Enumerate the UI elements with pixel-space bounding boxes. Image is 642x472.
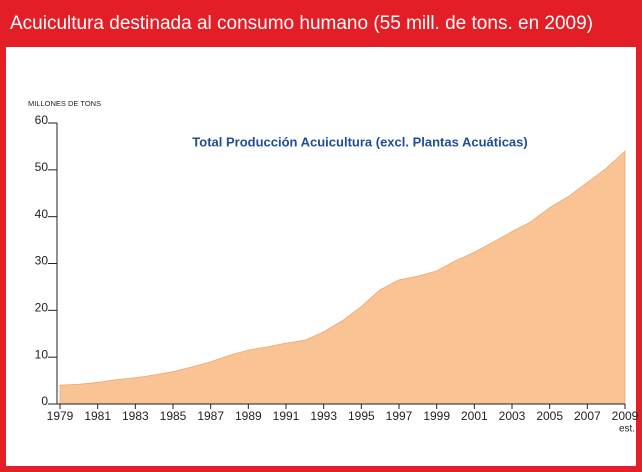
x-tick-label: 1993: [310, 409, 337, 423]
x-tick-label: 1979: [47, 409, 74, 423]
x-tick-label: 1999: [423, 409, 450, 423]
annotation: est.: [619, 424, 635, 435]
x-tick-label: 1989: [235, 409, 262, 423]
x-tick-label: 2007: [574, 409, 601, 423]
x-tick-label: 1997: [386, 409, 413, 423]
y-tick-label: 40: [35, 207, 49, 221]
y-tick-label: 20: [35, 301, 49, 315]
x-tick-label: 2005: [536, 409, 563, 423]
chart-title: Total Producción Acuicultura (excl. Plan…: [192, 134, 527, 149]
x-tick-label: 1987: [197, 409, 224, 423]
y-axis-label: MILLONES DE TONS: [28, 99, 101, 108]
y-tick-label: 10: [35, 347, 49, 361]
y-tick-label: 30: [35, 254, 49, 268]
y-tick-label: 50: [35, 160, 49, 174]
x-tick-label: 2009: [612, 409, 639, 423]
x-tick-label: 2003: [499, 409, 526, 423]
y-tick-label: 60: [35, 113, 49, 127]
y-tick-label: 0: [41, 394, 48, 408]
area: [59, 150, 626, 405]
x-tick-label: 1983: [122, 409, 149, 423]
x-tick-label: 1995: [348, 409, 375, 423]
x-tick-label: 1991: [273, 409, 300, 423]
x-tick-label: 2001: [461, 409, 488, 423]
x-tick-label: 1981: [84, 409, 111, 423]
x-tick-label: 1985: [160, 409, 187, 423]
header-title: Acuicultura destinada al consumo humano …: [10, 13, 594, 34]
